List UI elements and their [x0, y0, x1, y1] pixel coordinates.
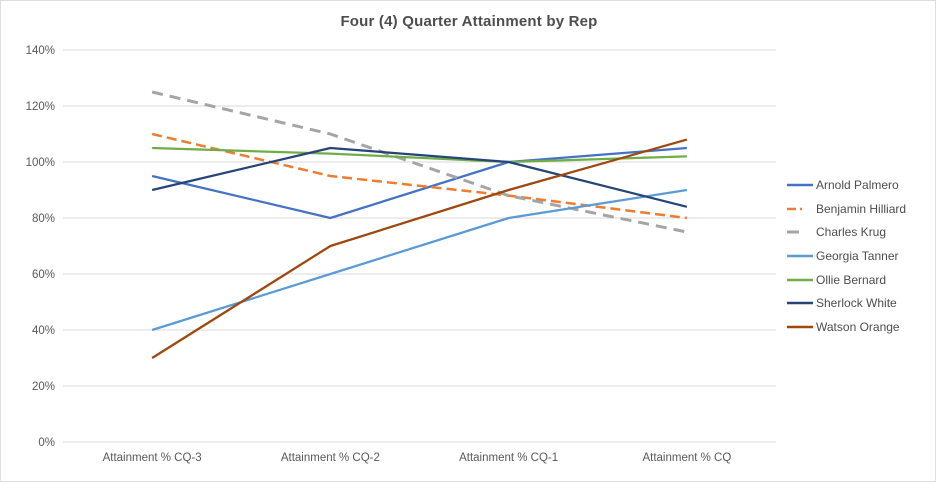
y-axis-tick-label: 120%: [26, 101, 55, 113]
legend-label: Arnold Palmero: [816, 177, 899, 192]
y-axis-tick-label: 60%: [32, 269, 55, 281]
legend-item-sherlock-white: Sherlock White: [787, 291, 906, 315]
chart-legend: Arnold Palmero Benjamin Hilliard Charles K…: [787, 173, 906, 339]
y-axis-tick-label: 20%: [32, 381, 55, 393]
legend-swatch-georgia-tanner: [787, 254, 813, 258]
y-axis-tick-label: 40%: [32, 325, 55, 337]
chart-title: Four (4) Quarter Attainment by Rep: [340, 13, 598, 30]
legend-label: Ollie Bernard: [816, 272, 887, 287]
y-axis-tick-label: 80%: [32, 213, 55, 225]
legend-item-watson-orange: Watson Orange: [787, 315, 906, 339]
legend-item-charles-krug: Charles Krug: [787, 220, 906, 244]
legend-label: Charles Krug: [816, 225, 887, 240]
legend-label: Watson Orange: [816, 319, 900, 334]
legend-swatch-ollie-bernard: [787, 278, 813, 281]
legend-swatch-watson-orange: [787, 325, 813, 329]
legend-swatch-arnold-palmero: [787, 183, 813, 187]
series-line-ollie-bernard: [152, 146, 687, 164]
legend-item-georgia-tanner: Georgia Tanner: [787, 244, 906, 268]
series-line-georgia-tanner: [151, 188, 688, 332]
x-axis-category-label: Attainment % CQ-1: [459, 452, 558, 464]
legend-label: Benjamin Hilliard: [816, 201, 907, 216]
legend-label: Sherlock White: [816, 296, 897, 311]
series-line-benjamin-hilliard: [151, 132, 688, 220]
x-axis-category-label: Attainment % CQ: [642, 452, 731, 464]
legend-item-arnold-palmero: Arnold Palmero: [787, 173, 906, 197]
series-line-sherlock-white: [151, 146, 688, 208]
series-line-arnold-palmero: [151, 146, 687, 220]
series-line-charles-krug: [151, 90, 688, 234]
x-axis-category-label: Attainment % CQ-2: [281, 452, 380, 464]
legend-swatch-benjamin-hilliard: [787, 207, 813, 210]
legend-swatch-sherlock-white: [787, 302, 813, 305]
x-axis-category-label: Attainment % CQ-3: [103, 452, 202, 464]
y-axis-tick-label: 100%: [26, 157, 55, 169]
y-axis-tick-label: 0%: [38, 437, 55, 449]
legend-label: Georgia Tanner: [816, 248, 899, 263]
series-line-watson-orange: [151, 138, 688, 359]
legend-swatch-charles-krug: [787, 230, 813, 234]
legend-item-benjamin-hilliard: Benjamin Hilliard: [787, 197, 906, 221]
legend-item-ollie-bernard: Ollie Bernard: [787, 268, 906, 292]
y-axis-tick-label: 140%: [26, 45, 55, 57]
